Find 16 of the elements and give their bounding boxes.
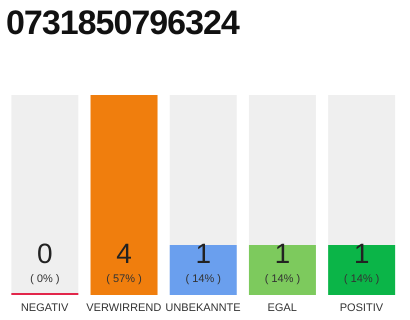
chart-title: 0731850796324 (6, 3, 239, 44)
x-tick-label: POSITIV (340, 302, 384, 314)
annotation: ( 14% ) (186, 273, 221, 285)
x-tick-label: NEGATIV (20, 302, 69, 314)
x-tick-label: EGAL (268, 302, 297, 314)
annotation: ( 0% ) (30, 273, 60, 285)
annotation: ( 57% ) (106, 273, 142, 285)
x-tick-label: UNBEKANNTE (165, 302, 241, 314)
data-label: 4 (116, 238, 132, 269)
annotation: ( 14% ) (344, 273, 380, 285)
x-tick-label: VERWIRREND (86, 302, 162, 314)
data-label: 1 (354, 238, 370, 269)
data-label: 0 (37, 238, 53, 269)
annotation: ( 14% ) (264, 273, 300, 285)
data-label: 1 (274, 238, 290, 269)
data-label: 1 (195, 238, 212, 269)
